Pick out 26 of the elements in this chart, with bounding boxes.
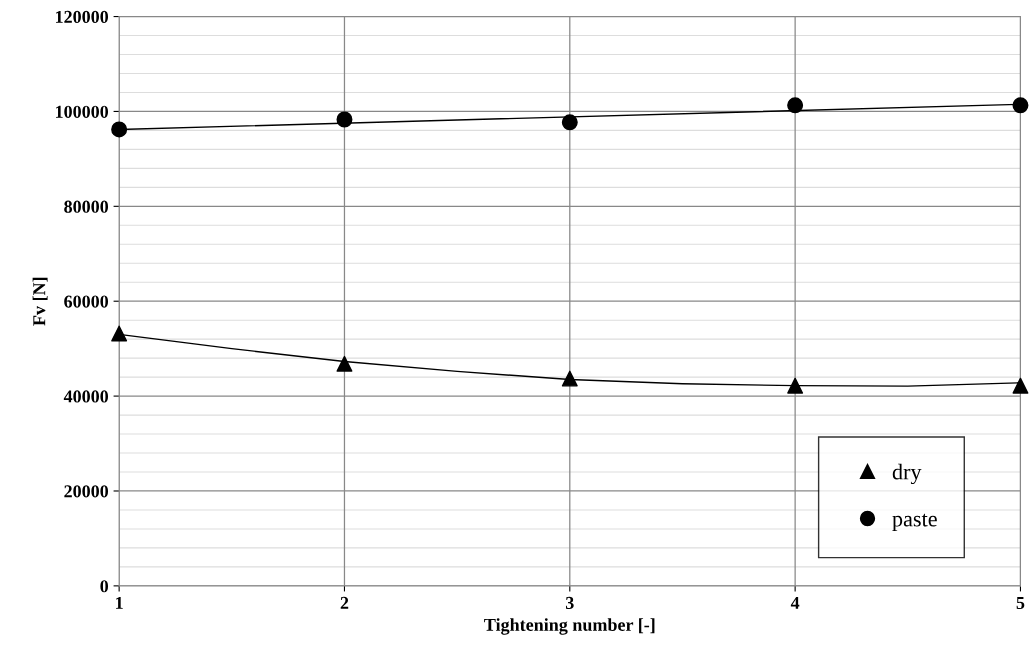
legend-label: paste: [892, 513, 937, 532]
y-tick-label: 60000: [64, 295, 109, 308]
x-tick-label: 2: [340, 596, 349, 609]
x-tick-label: 4: [790, 596, 800, 609]
y-tick-label: 80000: [64, 200, 109, 213]
point: [787, 97, 804, 114]
y-tick-label: 0: [100, 580, 109, 593]
point: [111, 325, 128, 342]
y-tick-label: 20000: [64, 485, 109, 498]
point: [1012, 377, 1029, 394]
point: [336, 111, 353, 128]
x-tick-label: 3: [565, 596, 574, 609]
point: [561, 370, 578, 387]
legend-label: dry: [892, 463, 922, 485]
point: [111, 121, 128, 138]
point: [561, 114, 578, 131]
y-tick-label: 40000: [63, 390, 109, 403]
x-tick-label: 5: [1016, 596, 1025, 609]
point: [787, 377, 804, 394]
x-axis-title: Tightening number [-]: [484, 618, 655, 635]
x-tick-label: 1: [116, 596, 123, 609]
point: [1012, 97, 1029, 114]
point: [336, 355, 353, 372]
y-tick-label: 120000: [56, 10, 109, 23]
y-tick-label: 100000: [56, 105, 109, 118]
y-axis-title: Fv [N]: [32, 277, 48, 326]
